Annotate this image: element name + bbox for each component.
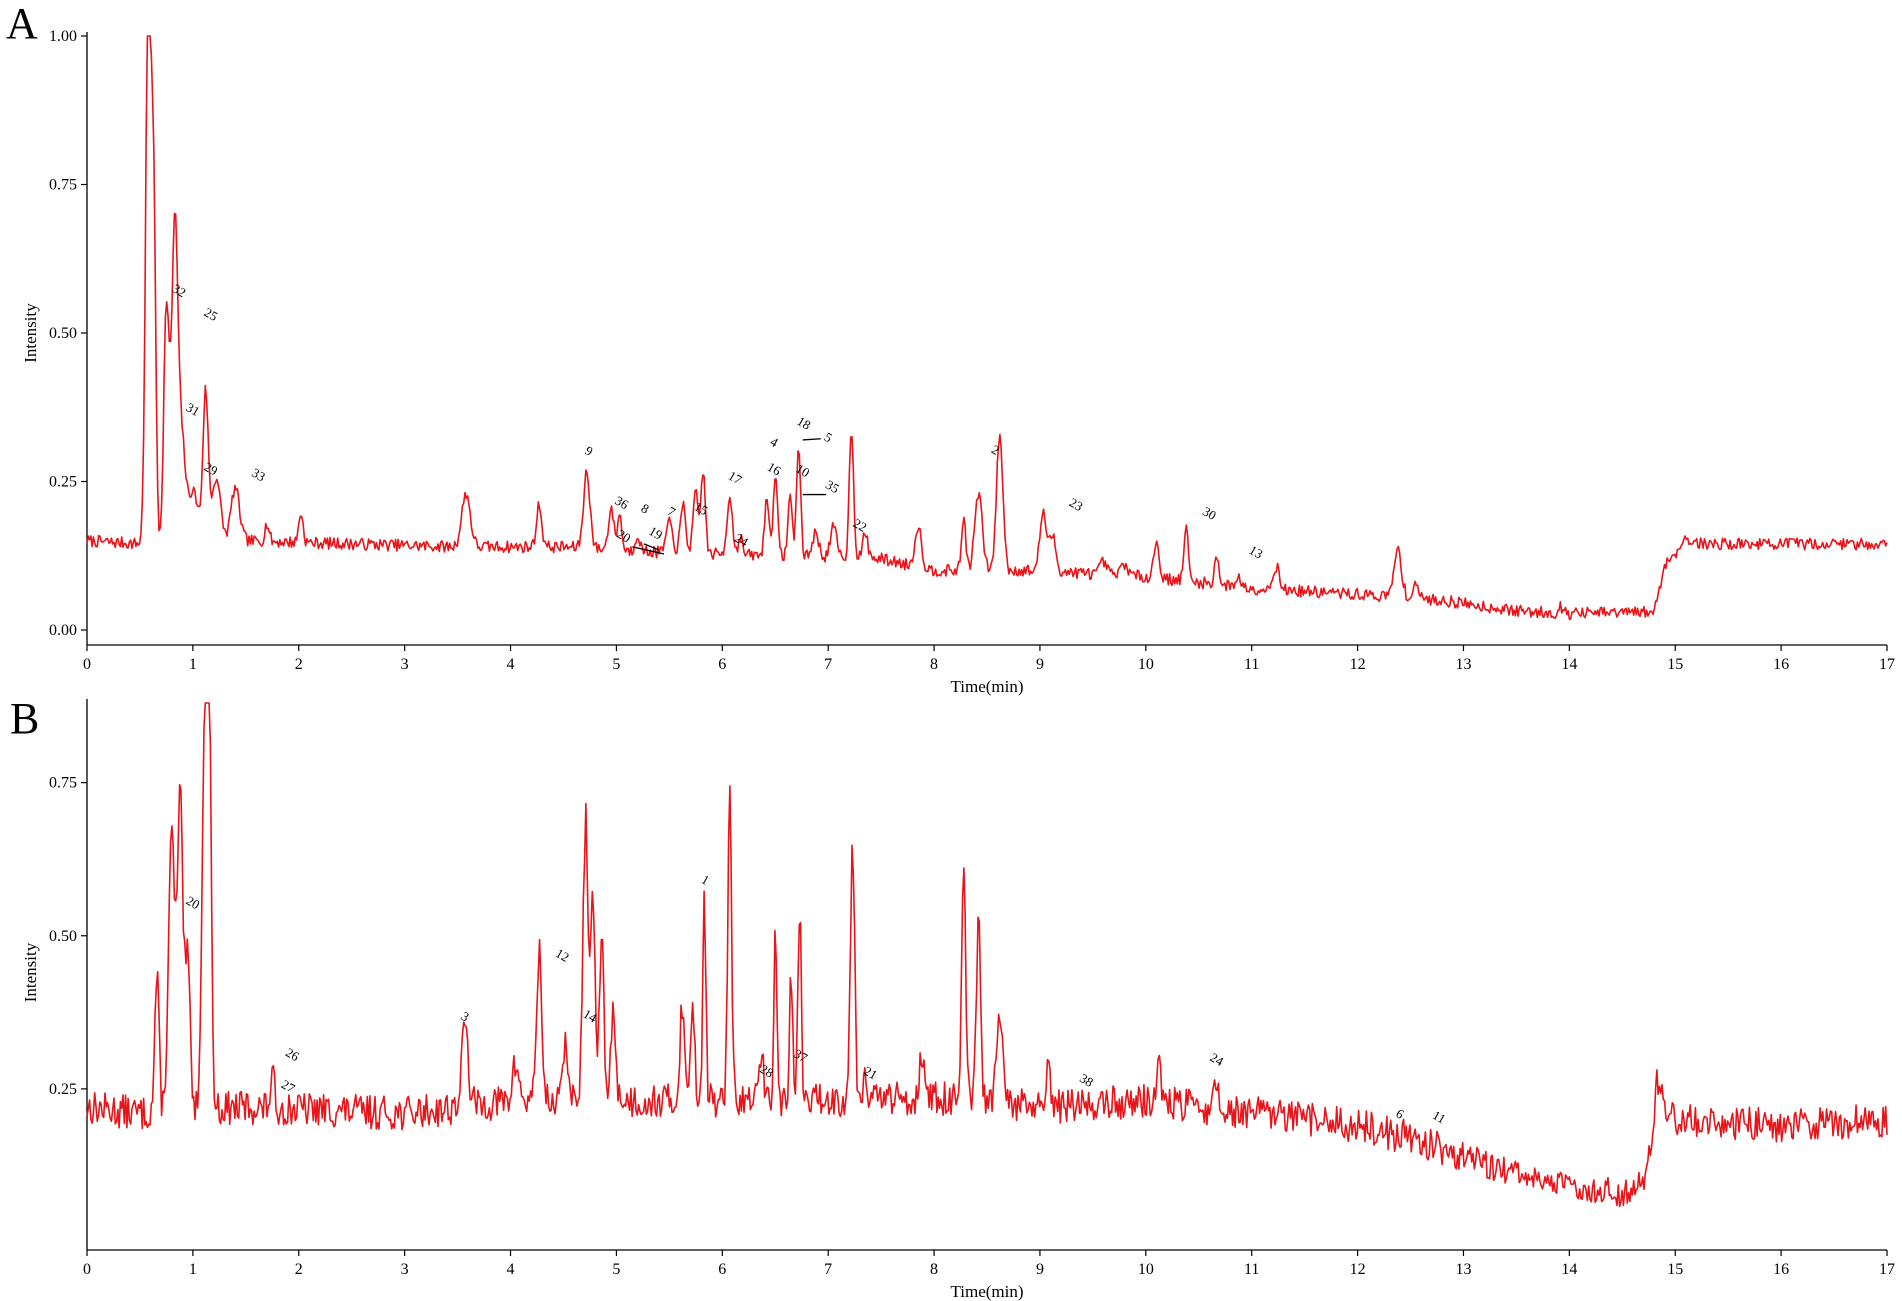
peak-label: 5: [822, 429, 835, 445]
x-tick-label: 7: [824, 656, 832, 673]
x-tick-label: 17: [1879, 1261, 1895, 1278]
x-tick-label: 4: [507, 656, 515, 673]
peak-label: 16: [765, 459, 784, 479]
peak-label: 30: [1200, 503, 1219, 522]
peak-label: 8: [639, 500, 652, 516]
x-tick-label: 9: [1036, 656, 1044, 673]
peak-leader-line: [802, 438, 821, 441]
x-tick-label: 11: [1244, 1261, 1259, 1278]
peak-label: 14: [581, 1006, 600, 1026]
x-tick-label: 17: [1879, 656, 1895, 673]
x-tick-label: 2: [295, 1261, 303, 1278]
x-tick-label: 6: [718, 1261, 726, 1278]
x-tick-label: 0: [83, 656, 91, 673]
panel-b-chart: 0 1 2 3 4 5 6 7 8 9 10 11 12 13 14 15 16 170.250.500.75Ti…: [21, 699, 1895, 1301]
y-axis-title: Intensity: [21, 942, 40, 1002]
x-tick-label: 13: [1455, 656, 1471, 673]
y-tick-label: 0.75: [49, 775, 77, 792]
x-axis-title: Time(min): [950, 677, 1023, 696]
x-tick-label: 13: [1455, 1261, 1471, 1278]
peak-label: 31: [184, 400, 203, 419]
x-tick-label: 3: [401, 656, 409, 673]
x-tick-label: 4: [507, 1261, 515, 1278]
peak-label: 12: [553, 945, 572, 964]
x-tick-label: 8: [930, 656, 938, 673]
peak-label: 20: [184, 893, 203, 912]
y-axis-title: Intensity: [21, 303, 40, 363]
x-tick-label: 10: [1138, 656, 1154, 673]
y-tick-label: 0.50: [49, 928, 77, 945]
x-tick-label: 11: [1244, 656, 1259, 673]
y-tick-label: 0.25: [49, 474, 77, 491]
panel-b-letter: B: [10, 694, 39, 743]
peak-leader-line: [632, 546, 665, 555]
y-tick-label: 0.25: [49, 1081, 77, 1098]
peak-label: 3: [459, 1008, 472, 1024]
peak-label: 13: [1247, 542, 1266, 561]
peak-label: 11: [1430, 1107, 1448, 1126]
peak-label: 22: [851, 515, 870, 534]
x-tick-label: 7: [824, 1261, 832, 1278]
peak-leader-line: [643, 543, 660, 551]
x-tick-label: 16: [1773, 1261, 1789, 1278]
x-tick-label: 2: [295, 656, 303, 673]
peak-label: 18: [795, 413, 814, 432]
peak-label: 2: [989, 442, 1002, 458]
peak-label: 19: [646, 523, 665, 542]
x-tick-label: 1: [189, 1261, 197, 1278]
x-tick-label: 12: [1350, 656, 1366, 673]
panel-a-chart: 0 1 2 3 4 5 6 7 8 9 10 11 12 13 14 15 16 170.000.250.500.…: [21, 28, 1895, 696]
peak-label: 4: [768, 434, 782, 450]
peak-label: 9: [582, 443, 595, 459]
x-tick-label: 5: [612, 1261, 620, 1278]
peak-label: 26: [283, 1045, 302, 1065]
peak-label: 38: [1077, 1070, 1096, 1089]
peak-label: 27: [279, 1076, 298, 1096]
x-axis-title: Time(min): [950, 1282, 1023, 1301]
peak-label: 25: [202, 305, 221, 324]
chromatogram-trace: [86, 35, 1888, 620]
y-tick-label: 0.00: [49, 622, 77, 639]
peak-label: 32: [170, 281, 189, 300]
x-tick-label: 8: [930, 1261, 938, 1278]
peak-label: 29: [202, 459, 221, 478]
x-tick-label: 9: [1036, 1261, 1044, 1278]
x-tick-label: 12: [1350, 1261, 1366, 1278]
x-tick-label: 6: [718, 656, 726, 673]
x-tick-label: 14: [1561, 656, 1577, 673]
peak-label: 10: [794, 461, 813, 480]
x-tick-label: 10: [1138, 1261, 1154, 1278]
peak-label: 35: [823, 477, 842, 496]
panel-a-letter: A: [6, 0, 38, 48]
x-tick-label: 15: [1667, 656, 1683, 673]
peak-label: 17: [726, 468, 745, 488]
peak-label: 20: [615, 526, 634, 545]
x-tick-label: 15: [1667, 1261, 1683, 1278]
peak-label: 15: [692, 499, 711, 518]
peak-label: 7: [665, 503, 679, 519]
x-tick-label: 1: [189, 656, 197, 673]
peak-label: 33: [249, 465, 268, 484]
peak-label: 36: [612, 493, 631, 513]
x-tick-label: 5: [612, 656, 620, 673]
peak-label: 23: [1067, 495, 1086, 514]
peak-label: 6: [1394, 1106, 1408, 1122]
peak-label: 28: [758, 1061, 777, 1080]
peak-label: 24: [1208, 1050, 1227, 1070]
y-tick-label: 1.00: [49, 28, 77, 45]
peak-label: 1: [699, 872, 712, 888]
x-tick-label: 0: [83, 1261, 91, 1278]
y-tick-label: 0.75: [49, 177, 77, 194]
x-tick-label: 3: [401, 1261, 409, 1278]
y-tick-label: 0.50: [49, 325, 77, 342]
x-tick-label: 16: [1773, 656, 1789, 673]
peak-label: 21: [861, 1063, 880, 1082]
x-tick-label: 14: [1561, 1261, 1577, 1278]
chromatogram-trace: [86, 702, 1888, 1208]
